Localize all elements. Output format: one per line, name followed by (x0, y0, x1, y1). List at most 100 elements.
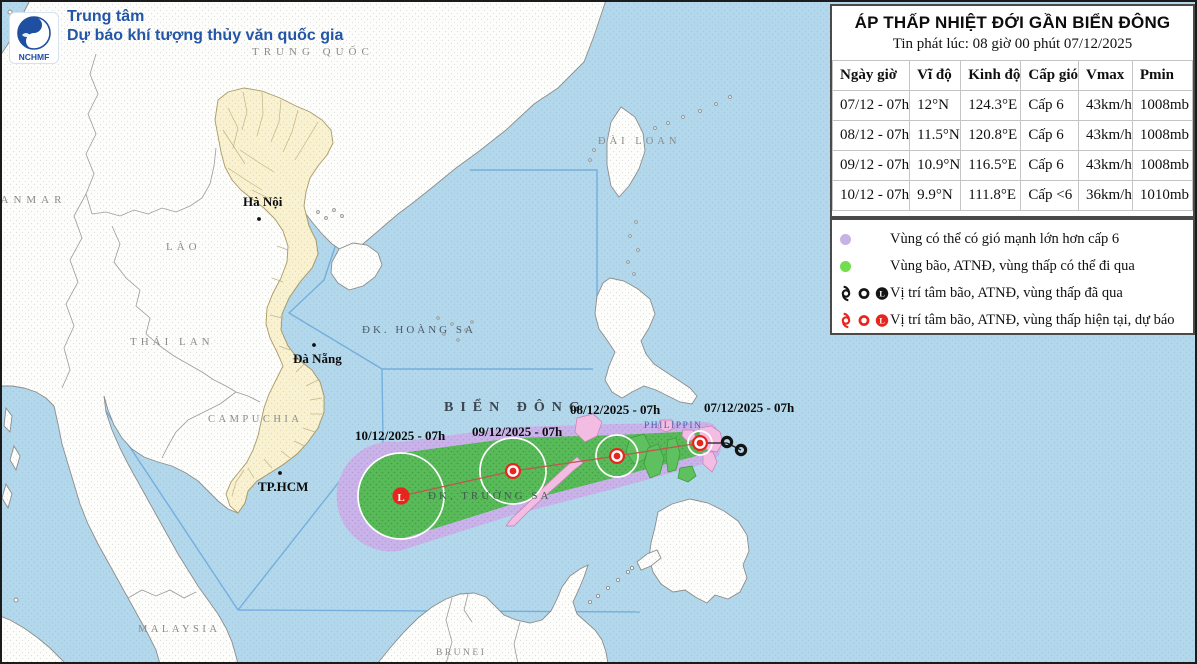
forecast-table-row: 09/12 - 07h 10.9°N 116.5°E Cấp 6 43km/h 1008m… (831, 150, 1194, 181)
ring-icon (858, 314, 870, 326)
legend-row: Vùng bão, ATNĐ, vùng thấp có thể đi qua (832, 253, 1193, 279)
forecast-table-cell: 1008mb (1131, 120, 1194, 151)
label-laos: LÀO (166, 241, 201, 253)
label-thailand: THÁI LAN (130, 336, 214, 348)
legend-swatch: L (832, 312, 890, 329)
forecast-table-cell: 1008mb (1131, 90, 1194, 121)
label-myanmar: MYANMAR (0, 194, 67, 206)
sumatra-corner (0, 615, 67, 664)
palawan-island (505, 456, 584, 527)
forecast-table: Ngày giờ Vĩ độ Kinh độ Cấp gió Vmax Pmin 07/1… (831, 60, 1194, 211)
past-position-marker (734, 443, 748, 457)
borneo-island (376, 564, 609, 664)
column-header: Pmin (1131, 60, 1194, 91)
forecast-table-cell: 36km/h (1077, 180, 1133, 211)
country-borders (61, 53, 261, 599)
forecast-table-cell: 116.5°E (960, 150, 1022, 181)
legend-label: Vị trí tâm bão, ATNĐ, vùng thấp hiện tại… (890, 311, 1175, 328)
forecast-table-cell: 10.9°N (909, 150, 962, 181)
label-cambodia: CAMPUCHIA (208, 414, 303, 425)
label-danang: Đà Nẵng (293, 351, 342, 366)
label-truong-sa: ĐK. TRƯỜNG SA (428, 490, 552, 502)
column-header: Cấp gió (1020, 60, 1079, 91)
forecast-table-cell: 1008mb (1131, 150, 1194, 181)
forecast-table-cell: 11.5°N (909, 120, 962, 151)
track-label-08-12: 08/12/2025 - 07h (570, 402, 661, 417)
svg-text:L: L (879, 288, 885, 298)
org-name-line1: Trung tâm (67, 8, 145, 25)
forecast-table-cell: 08/12 - 07h (831, 120, 911, 151)
legend-label: Vùng có thể có gió mạnh lớn hơn cấp 6 (890, 230, 1120, 247)
mindanao-island (648, 498, 750, 604)
nchmf-logo: NCHMF (10, 13, 58, 63)
cyclone-icon (841, 285, 851, 301)
past-position-marker (720, 435, 734, 449)
current-position-marker (692, 435, 708, 451)
forecast-position-marker (609, 448, 625, 464)
borneo-borders (445, 593, 521, 664)
forecast-table-cell: Cấp 6 (1020, 120, 1079, 151)
legend-panel: Vùng có thể có gió mạnh lớn hơn cấp 6 Vùn… (830, 218, 1195, 335)
forecast-table-cell: 09/12 - 07h (831, 150, 911, 181)
track-label-10-12: 10/12/2025 - 07h (355, 428, 446, 443)
forecast-table-cell: Cấp 6 (1020, 90, 1079, 121)
column-header: Vmax (1077, 60, 1133, 91)
forecast-circles (357, 430, 713, 540)
label-hoang-sa: ĐK. HOÀNG SA (362, 324, 476, 336)
column-header: Kinh độ (960, 60, 1022, 91)
legend-row: L Vị trí tâm bão, ATNĐ, vùng thấp đã qua (832, 280, 1193, 306)
label-hcmc: TP.HCM (258, 479, 309, 494)
andaman-islets (1, 406, 21, 510)
track-label-09-12: 09/12/2025 - 07h (472, 424, 563, 439)
forecast-table-cell: 1010mb (1131, 180, 1194, 211)
legend-swatch: L (832, 285, 890, 302)
label-china: TRUNG QUỐC (252, 46, 374, 58)
forecast-table-cell: 43km/h (1077, 120, 1133, 151)
legend-label: Vị trí tâm bão, ATNĐ, vùng thấp đã qua (890, 284, 1123, 301)
forecast-table-cell: 07/12 - 07h (831, 90, 911, 121)
svg-text:L: L (879, 315, 885, 325)
forecast-table-header-row: Ngày giờ Vĩ độ Kinh độ Cấp gió Vmax Pmin (831, 60, 1194, 91)
low-position-marker: L (392, 487, 410, 505)
legend-swatch (832, 260, 890, 272)
taiwan-island (606, 106, 646, 198)
luzon-island (594, 277, 698, 405)
hainan-island (330, 242, 383, 291)
svg-text:NCHMF: NCHMF (19, 52, 50, 62)
forecast-table-cell: 12°N (909, 90, 962, 121)
forecast-info-panel: ÁP THẤP NHIỆT ĐỚI GẦN BIỂN ĐÔNG Tin phát… (830, 4, 1195, 218)
track-line-forecast (400, 442, 701, 497)
forecast-table-row: 08/12 - 07h 11.5°N 120.8°E Cấp 6 43km/h 1008m… (831, 120, 1194, 151)
forecast-table-cell: 43km/h (1077, 150, 1133, 181)
label-malaysia: MALAYSIA (138, 624, 221, 635)
legend-dot-icon (840, 260, 851, 272)
past-position-markers (720, 435, 748, 457)
storm-position-markers: L (392, 435, 708, 505)
low-icon: L (875, 286, 889, 300)
forecast-table-row: 10/12 - 07h 9.9°N 111.8°E Cấp <6 36km/h 1010m… (831, 180, 1194, 211)
forecast-table-cell: 120.8°E (960, 120, 1022, 151)
forecast-table-cell: 43km/h (1077, 90, 1133, 121)
legend-label: Vùng bão, ATNĐ, vùng thấp có thể đi qua (890, 257, 1135, 274)
city-dots (257, 217, 316, 475)
track-label-07-12: 07/12/2025 - 07h (704, 400, 795, 415)
label-philippines: PHILIPPIN (644, 421, 703, 431)
zamboanga-peninsula (636, 549, 662, 571)
label-taiwan: ĐÀI LOAN (598, 136, 681, 147)
ring-icon (858, 287, 870, 299)
forecast-position-marker (505, 463, 521, 479)
svg-text:L: L (397, 492, 404, 504)
label-hanoi: Hà Nội (243, 194, 283, 209)
vietnam-territory (214, 87, 334, 514)
forecast-table-cell: 9.9°N (909, 180, 962, 211)
danang-dot (312, 343, 316, 347)
legend-row: Vùng có thể có gió mạnh lớn hơn cấp 6 (832, 226, 1193, 252)
cyclone-icon (841, 312, 851, 328)
hanoi-dot (257, 217, 261, 221)
province-borders (222, 91, 323, 497)
forecast-table-cell: Cấp <6 (1020, 180, 1079, 211)
islands (0, 9, 750, 664)
org-name: Trung tâm Dự báo khí tượng thủy văn quốc… (67, 7, 343, 45)
org-name-line2: Dự báo khí tượng thủy văn quốc gia (67, 27, 344, 44)
